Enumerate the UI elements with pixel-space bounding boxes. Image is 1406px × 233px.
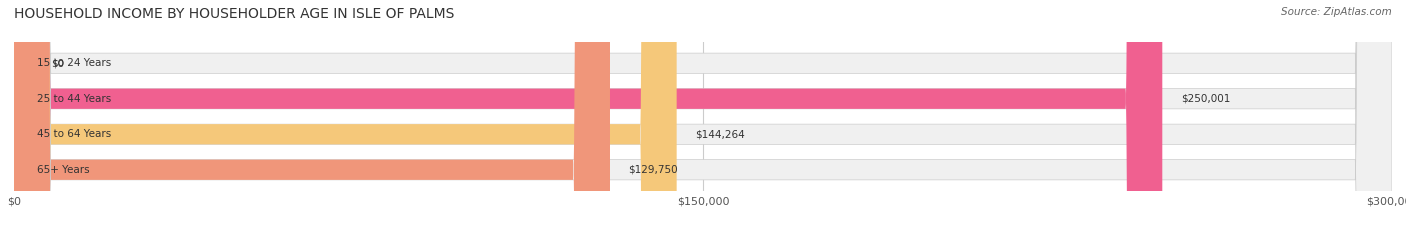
FancyBboxPatch shape [14, 0, 1392, 233]
FancyBboxPatch shape [14, 0, 1392, 233]
Text: Source: ZipAtlas.com: Source: ZipAtlas.com [1281, 7, 1392, 17]
Text: 15 to 24 Years: 15 to 24 Years [37, 58, 111, 68]
FancyBboxPatch shape [14, 0, 676, 233]
Text: 65+ Years: 65+ Years [37, 165, 90, 175]
FancyBboxPatch shape [14, 0, 1392, 233]
FancyBboxPatch shape [10, 0, 28, 233]
FancyBboxPatch shape [14, 0, 1163, 233]
Text: 45 to 64 Years: 45 to 64 Years [37, 129, 111, 139]
Text: 25 to 44 Years: 25 to 44 Years [37, 94, 111, 104]
Text: HOUSEHOLD INCOME BY HOUSEHOLDER AGE IN ISLE OF PALMS: HOUSEHOLD INCOME BY HOUSEHOLDER AGE IN I… [14, 7, 454, 21]
FancyBboxPatch shape [14, 0, 610, 233]
FancyBboxPatch shape [14, 0, 1392, 233]
Text: $250,001: $250,001 [1181, 94, 1230, 104]
Text: $0: $0 [51, 58, 63, 68]
Text: $129,750: $129,750 [628, 165, 678, 175]
Text: $144,264: $144,264 [695, 129, 745, 139]
